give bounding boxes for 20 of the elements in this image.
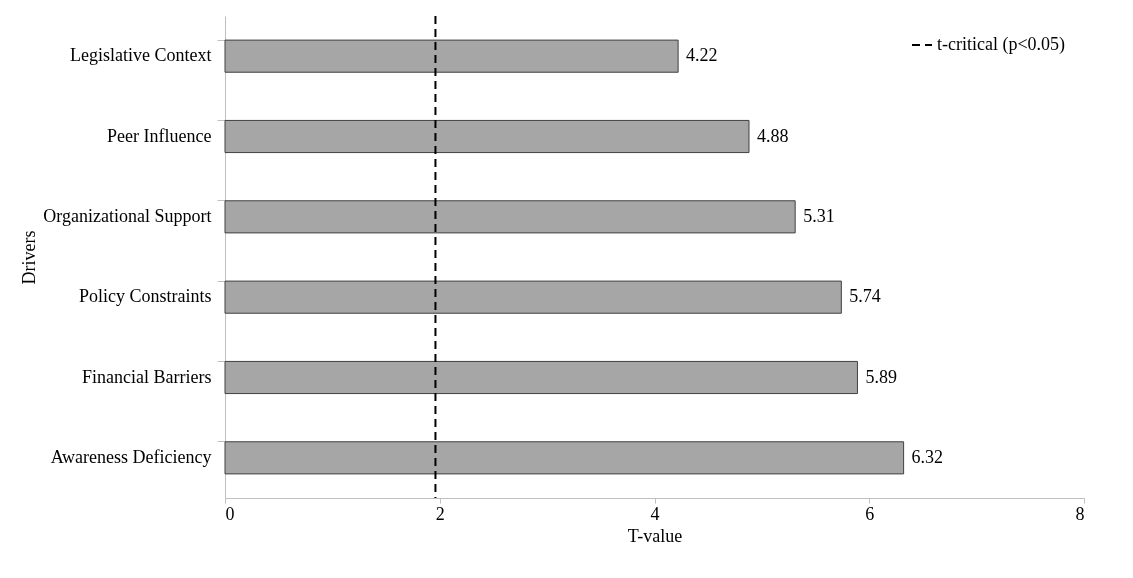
y-tick-label: Peer Influence xyxy=(107,125,212,146)
data-label: 4.88 xyxy=(756,125,789,146)
data-label: 5.89 xyxy=(865,366,897,387)
data-label: 4.22 xyxy=(686,45,718,66)
y-axis-title: Drivers xyxy=(19,230,40,285)
y-tick-label: Organizational Support xyxy=(43,205,212,226)
ref-line-label: t-critical (p<0.05) xyxy=(937,34,1066,55)
x-axis-title: T-value xyxy=(627,525,683,546)
x-tick-label: 8 xyxy=(1075,503,1085,524)
y-tick-label: Legislative Context xyxy=(70,45,212,66)
y-tick-label: Policy Constraints xyxy=(78,286,212,307)
x-tick-label: 0 xyxy=(225,503,235,524)
data-label: 6.32 xyxy=(911,446,944,467)
x-tick-label: 2 xyxy=(435,503,445,524)
data-label: 5.74 xyxy=(849,286,881,307)
y-tick-label: Awareness Deficiency xyxy=(50,446,212,467)
data-label: 5.31 xyxy=(803,205,835,226)
y-tick-label: Financial Barriers xyxy=(82,366,212,387)
x-tick-label: 6 xyxy=(865,503,875,524)
x-tick-label: 4 xyxy=(650,503,660,524)
